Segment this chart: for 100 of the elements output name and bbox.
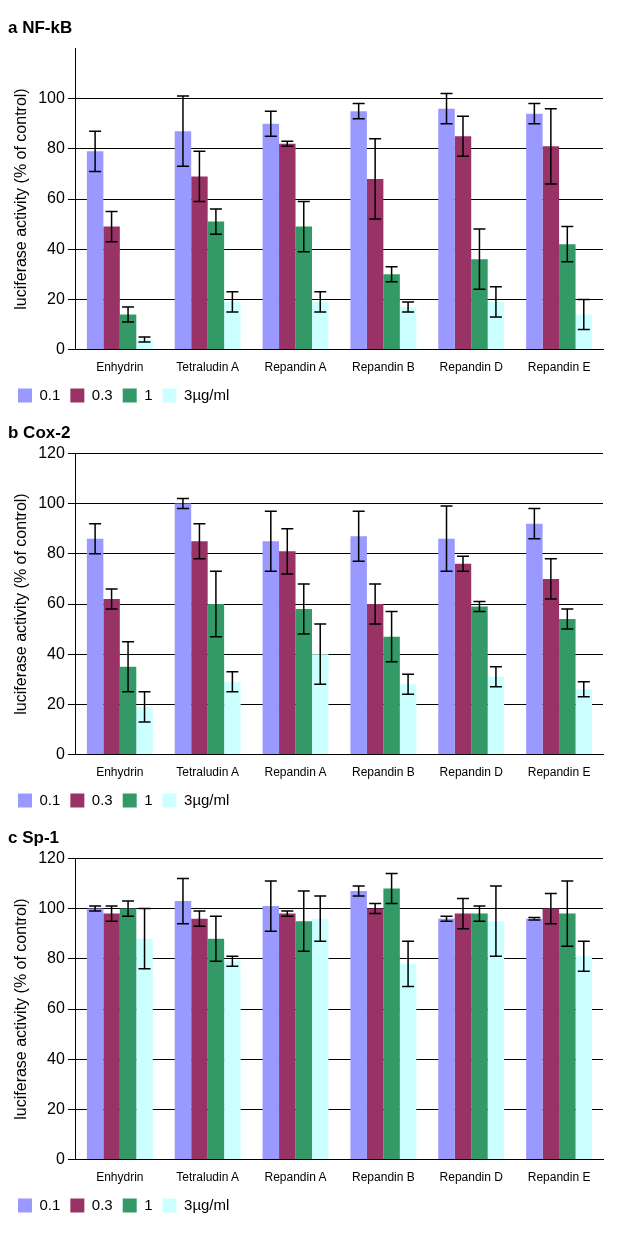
bar [438,918,455,1160]
chart-title: a NF-kB [8,17,73,37]
bar [311,301,329,350]
bar [86,908,104,1160]
legend-label: 0.3 [91,790,113,808]
bar [559,619,576,755]
x-tick-label: Repandin A [264,765,327,780]
y-tick-label: 80 [47,949,65,967]
legend-label: 1 [144,790,153,808]
bar [224,681,241,755]
bar [174,503,192,755]
y-tick-label: 120 [38,848,65,866]
bar [103,598,120,755]
bar [224,301,241,350]
legend-label: 3µg/ml [184,790,230,808]
legend-label: 1 [144,1195,153,1213]
bar [487,676,505,755]
y-tick-label: 100 [38,899,65,917]
bar [350,536,367,755]
bar [119,314,137,350]
bar [526,918,543,1160]
y-tick-label: 40 [47,239,65,257]
y-axis-title: luciferase activity (% of control) [12,88,30,310]
legend-label: 3µg/ml [184,1195,230,1213]
bar [295,609,312,755]
y-tick-label: 20 [47,1099,65,1117]
bar [207,221,225,350]
bar [383,274,400,350]
x-tick-label: Repandin D [439,1170,504,1185]
bar [366,178,384,350]
legend-label: 1 [144,385,153,403]
bar [471,606,488,755]
legend-label: 0.3 [91,1195,113,1213]
x-tick-label: Tetraludin A [176,1170,240,1185]
bar [103,226,120,350]
bar [311,918,329,1160]
y-tick-label: 120 [38,443,65,461]
y-tick-label: 0 [55,340,65,358]
x-tick-label: Tetraludin A [176,360,240,375]
bar [575,956,593,1160]
y-axis-title: luciferase activity (% of control) [12,493,30,715]
bar [103,913,120,1160]
bar [471,913,488,1160]
bar [438,108,455,350]
bar [526,113,543,350]
bar [438,538,455,755]
bar [207,604,225,755]
x-tick-label: Repandin B [352,765,415,780]
bar [575,314,593,350]
x-tick-label: Repandin D [439,360,504,375]
legend-label: 0.1 [39,385,61,403]
x-tick-label: Enhydrin [96,765,144,780]
bar [295,921,312,1160]
bar [295,226,312,350]
chart-title: c Sp-1 [8,827,60,847]
x-tick-label: Repandin B [352,360,415,375]
bar [454,563,472,755]
bar [471,259,488,350]
y-tick-label: 80 [47,139,65,157]
bar [454,913,472,1160]
bar [559,913,576,1160]
bar [279,913,296,1160]
bar [526,523,543,755]
bar [262,123,280,350]
y-axis-title: luciferase activity (% of control) [12,898,30,1120]
bar [559,244,576,350]
y-tick-label: 60 [47,999,65,1017]
bar [487,301,505,350]
bar [262,906,280,1160]
legend-label: 0.1 [39,790,61,808]
x-tick-label: Enhydrin [96,360,144,375]
bar [487,921,505,1160]
y-tick-label: 100 [38,89,65,107]
bar [383,888,400,1160]
y-tick-label: 20 [47,694,65,712]
bar [119,908,137,1160]
x-tick-label: Repandin D [439,765,504,780]
y-tick-label: 60 [47,189,65,207]
x-tick-label: Repandin B [352,1170,415,1185]
bar [262,541,280,755]
y-tick-label: 80 [47,544,65,562]
bar [119,666,137,755]
x-tick-label: Repandin A [264,1170,327,1185]
bar [399,963,417,1160]
y-tick-label: 0 [55,1150,65,1168]
bar [399,306,417,350]
x-tick-label: Repandin E [527,765,591,780]
legend-label: 3µg/ml [184,385,230,403]
y-tick-label: 40 [47,644,65,662]
bar [399,684,417,755]
x-tick-label: Repandin E [527,1170,591,1185]
bar [191,176,208,350]
bar [383,636,400,755]
bar [136,706,153,755]
bar [279,551,296,755]
y-tick-label: 100 [38,494,65,512]
bar [366,604,384,755]
x-tick-label: Repandin E [527,360,591,375]
y-tick-label: 20 [47,289,65,307]
bar [136,938,153,1160]
